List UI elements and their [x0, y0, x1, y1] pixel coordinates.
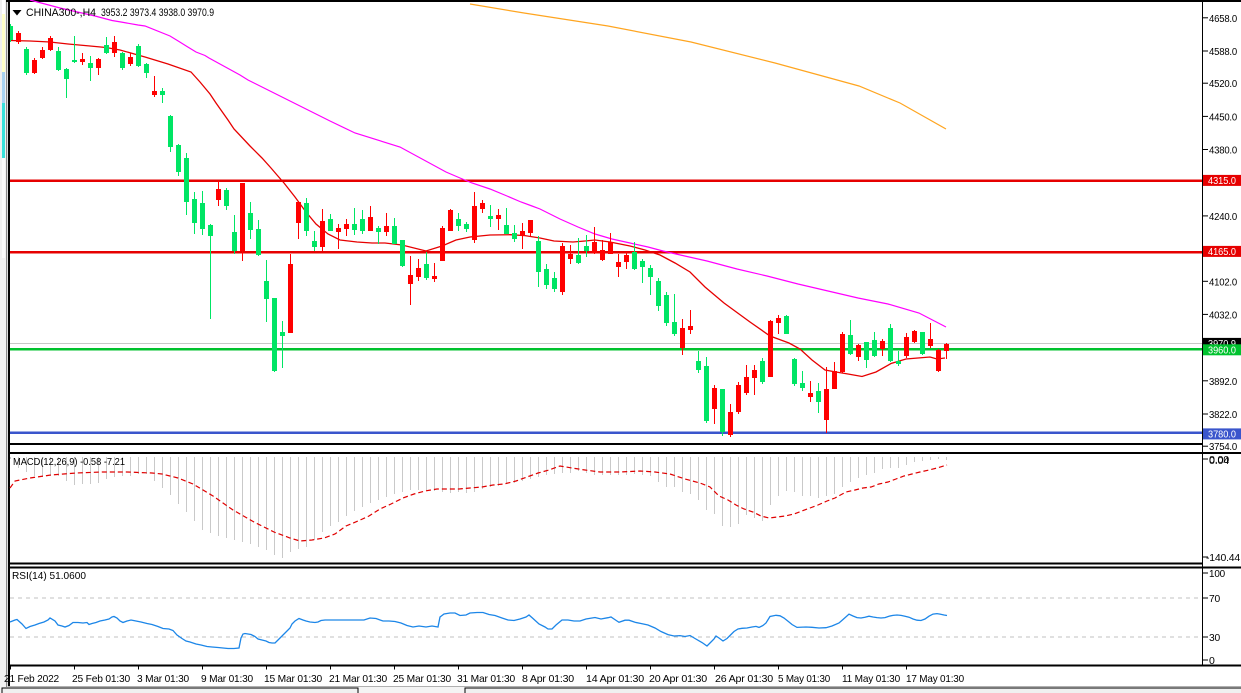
svg-text:3960.0: 3960.0 [1208, 345, 1236, 357]
svg-text:4032.0: 4032.0 [1209, 310, 1238, 321]
svg-text:11 May 01:30: 11 May 01:30 [842, 673, 900, 685]
svg-text:14 Apr 01:30: 14 Apr 01:30 [586, 673, 644, 685]
svg-text:20 Apr 01:30: 20 Apr 01:30 [649, 673, 707, 685]
svg-text:17 May 01:30: 17 May 01:30 [906, 673, 964, 685]
svg-text:3892.0: 3892.0 [1209, 377, 1238, 388]
svg-text:100: 100 [1209, 568, 1225, 580]
svg-text:0: 0 [1209, 655, 1215, 667]
svg-text:4165.0: 4165.0 [1208, 246, 1236, 258]
svg-text:4658.0: 4658.0 [1209, 14, 1238, 25]
svg-text:9 Mar 01:30: 9 Mar 01:30 [201, 673, 253, 685]
svg-text:4450.0: 4450.0 [1209, 112, 1238, 123]
svg-text:RSI(14) 51.0600: RSI(14) 51.0600 [12, 570, 86, 582]
svg-text:25 Mar 01:30: 25 Mar 01:30 [393, 673, 451, 685]
svg-text:5 May 01:30: 5 May 01:30 [778, 673, 830, 685]
svg-text:70: 70 [1209, 593, 1220, 605]
svg-text:4315.0: 4315.0 [1208, 175, 1236, 187]
svg-text:-140.44: -140.44 [1206, 552, 1240, 564]
svg-text:26 Apr 01:30: 26 Apr 01:30 [715, 673, 773, 685]
svg-text:31 Mar 01:30: 31 Mar 01:30 [457, 673, 515, 685]
svg-text:4520.0: 4520.0 [1209, 79, 1238, 90]
svg-text:21 Mar 01:30: 21 Mar 01:30 [329, 673, 387, 685]
svg-text:0.00: 0.00 [1209, 454, 1229, 466]
svg-text:CHINA300-,H4: CHINA300-,H4 [26, 7, 96, 19]
svg-text:15 Mar 01:30: 15 Mar 01:30 [264, 673, 322, 685]
svg-text:3953.2 3973.4 3938.0 3970.9: 3953.2 3973.4 3938.0 3970.9 [101, 7, 214, 19]
svg-text:8 Apr 01:30: 8 Apr 01:30 [522, 673, 574, 685]
svg-text:4102.0: 4102.0 [1209, 277, 1238, 288]
svg-text:3780.0: 3780.0 [1208, 429, 1236, 441]
svg-text:21 Feb 2022: 21 Feb 2022 [4, 673, 59, 685]
svg-text:3 Mar 01:30: 3 Mar 01:30 [137, 673, 189, 685]
svg-text:MACD(12,26,9) -0.58 -7.21: MACD(12,26,9) -0.58 -7.21 [13, 456, 125, 468]
svg-text:4380.0: 4380.0 [1209, 146, 1238, 157]
svg-text:3754.0: 3754.0 [1209, 442, 1238, 453]
svg-text:0.04: 0.04 [1209, 455, 1229, 467]
svg-text:4240.0: 4240.0 [1209, 212, 1238, 223]
svg-text:3822.0: 3822.0 [1209, 410, 1238, 421]
svg-text:25 Feb 01:30: 25 Feb 01:30 [72, 673, 130, 685]
svg-text:4588.0: 4588.0 [1209, 47, 1238, 58]
svg-text:30: 30 [1209, 632, 1220, 644]
